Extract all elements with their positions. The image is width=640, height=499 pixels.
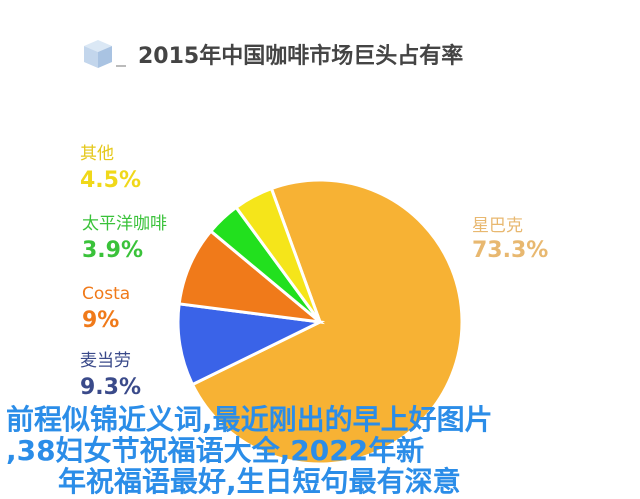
value-pacific: 3.9% <box>82 238 144 263</box>
value-mcdonalds: 9.3% <box>80 375 142 400</box>
chart-title: 2015年中国咖啡市场巨头占有率 <box>138 44 464 69</box>
label-other: 其他 <box>80 144 114 164</box>
label-starbucks: 星巴克 <box>472 216 523 236</box>
pie-slice-0 <box>190 178 464 466</box>
label-costa: Costa <box>82 284 131 304</box>
pie-slice-2 <box>177 229 325 325</box>
pie-slice-4 <box>234 186 322 323</box>
value-starbucks: 73.3% <box>472 238 549 263</box>
overlay-line: 年祝福语最好,生日短句最有深意 <box>58 465 461 498</box>
value-costa: 9% <box>82 308 120 333</box>
label-pacific: 太平洋咖啡 <box>82 214 167 234</box>
overlay-caption: 前程似锦近义词,最近刚出的早上好图片 ,38妇女节祝福语大全,2022年新 年祝… <box>0 404 640 497</box>
value-other: 4.5% <box>80 168 142 193</box>
overlay-line: ,38妇女节祝福语大全,2022年新 <box>6 434 425 467</box>
label-mcdonalds: 麦当劳 <box>80 351 131 371</box>
cube-icon <box>84 40 126 68</box>
pie-slice-1 <box>176 302 326 387</box>
overlay-line: 前程似锦近义词,最近刚出的早上好图片 <box>6 403 493 436</box>
